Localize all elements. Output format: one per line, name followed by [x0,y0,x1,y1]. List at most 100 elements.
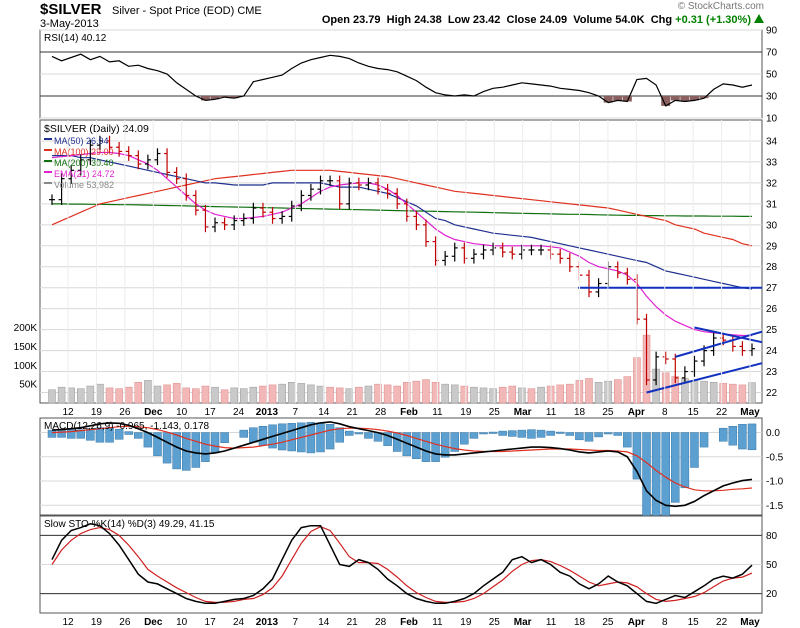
chart-date: 3-May-2013 [40,18,99,30]
volume-axis-label: 50K [19,380,37,391]
macd-histogram-bar [76,429,86,439]
macd-histogram-bar [201,432,210,462]
rsi-tick-label: 70 [766,48,778,59]
high-label: High [386,14,412,26]
volume-bar [67,387,75,404]
macd-histogram-bar [555,431,565,434]
high-value: 24.38 [414,14,442,26]
macd-histogram-bar [651,432,661,524]
x-tick-label: 15 [688,407,700,418]
x-tick-label-bottom: Dec [144,617,163,628]
macd-histogram-bar [191,432,201,468]
volume-bar [441,383,449,404]
x-tick-label-bottom: 26 [119,617,131,628]
x-tick-label: May [740,407,760,418]
macd-histogram-bar [249,427,258,443]
volume-bar [556,384,564,404]
macd-histogram-bar [623,432,632,448]
macd-histogram-bar [450,432,459,452]
price-tick-label: 24 [766,346,778,357]
volume-bar [508,385,517,404]
close-value: 24.09 [539,14,568,26]
x-tick-label: 18 [574,407,586,418]
rsi-oversold-shade [670,96,680,101]
price-tick-label: 23 [766,367,778,378]
x-tick-label: 11 [432,407,443,418]
volume-bar [297,383,306,404]
volume-bar [259,385,267,404]
x-tick-label: Dec [144,407,163,418]
ma200-line [52,203,752,217]
volume-bar [527,388,536,404]
macd-histogram-bar [469,432,479,439]
macd-histogram-bar [345,430,354,436]
macd-histogram-bar [335,427,344,443]
x-tick-label: 11 [546,407,557,418]
volume-bar [479,387,488,404]
macd-histogram-bar [738,424,747,450]
macd-histogram-bar [392,432,402,452]
rsi-line [51,53,753,107]
x-tick-label: 8 [662,407,668,418]
macd-tick-label: -1.0 [766,477,784,488]
volume-bar [316,385,325,404]
sto-title: Slow STO %K(14) %D(3) 49.29, 41.15 [44,519,215,530]
volume-bar [383,384,392,404]
macd-histogram-bar [421,432,431,462]
volume-bar [709,382,718,404]
volume-bar [614,379,622,404]
macd-histogram-bar [594,432,603,438]
volume-bar [182,387,190,404]
volume-bar [470,386,478,404]
legend-label: MA(50) 26.94 [54,136,109,146]
volume-bar [422,379,430,404]
x-tick-label-bottom: 11 [432,617,443,628]
macd-histogram-bar [172,432,181,470]
volume-bar [748,382,756,404]
x-tick-label: 19 [460,407,472,418]
price-tick-label: 31 [766,199,778,210]
x-tick-label-bottom: 17 [205,617,217,628]
macd-histogram-bar [690,432,699,468]
legend-swatch [44,138,52,140]
macd-histogram-bar [584,432,594,442]
volume-bar [278,383,286,404]
volume-bar [690,380,699,404]
chart-description: Silver - Spot Price (EOD) CME [112,5,262,17]
macd-histogram-bar [95,427,105,443]
x-tick-label: 24 [233,407,245,418]
rsi-tick-label: 30 [766,92,778,103]
macd-histogram-bar [508,430,517,437]
macd-tick-label: 0.0 [766,428,780,439]
volume-label: Volume [573,14,613,26]
x-tick-label: Apr [628,407,645,418]
macd-histogram-bar [728,425,738,446]
rsi-oversold-shade [603,96,613,103]
volume-bar [374,383,382,404]
x-tick-label-bottom: May [740,617,760,628]
volume-bar [240,388,248,404]
rsi-tick-label: 90 [766,26,778,37]
macd-histogram-bar [479,432,488,435]
macd-histogram-bar [546,430,555,436]
price-tick-label: 33 [766,157,778,168]
macd-histogram-bar [306,422,316,454]
macd-histogram-bar [488,431,498,434]
legend-swatch [44,171,52,173]
x-tick-label: 14 [318,407,330,418]
x-tick-label: Feb [400,407,418,418]
rsi-oversold-shade [680,96,690,102]
chg-label: Chg [650,14,673,26]
macd-histogram-bar [277,423,287,451]
x-tick-label-bottom: 19 [91,617,103,628]
x-tick-label: 19 [91,407,103,418]
volume-bar [566,383,574,404]
volume-bar [249,386,258,404]
legend-label: MA(100) 29.00 [54,147,114,157]
volume-bar [163,384,171,404]
x-tick-label-bottom: 12 [62,617,74,628]
low-label: Low [447,14,470,26]
open-label: Open [321,14,350,26]
volume-bar [719,383,727,404]
legend-swatch [44,182,52,184]
